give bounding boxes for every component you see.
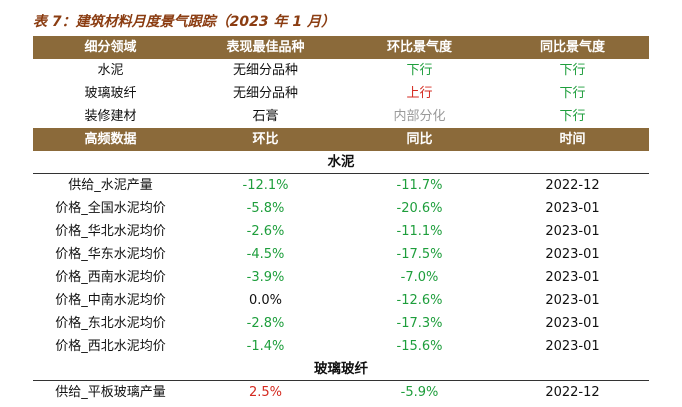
yoy-value: -11.1% bbox=[396, 224, 443, 239]
header-yoy-sentiment: 同比景气度 bbox=[496, 36, 649, 59]
mom-sentiment: 内部分化 bbox=[393, 109, 446, 124]
period-value: 2022-12 bbox=[545, 385, 600, 400]
best-variety: 无细分品种 bbox=[232, 63, 298, 78]
mom-sentiment: 下行 bbox=[406, 63, 433, 78]
category-name: 玻璃玻纤 bbox=[84, 86, 137, 101]
category-name: 水泥 bbox=[97, 63, 124, 78]
mom-value: 2.5% bbox=[248, 385, 283, 400]
indicator-name: 价格_西北水泥均价 bbox=[55, 339, 166, 354]
mom-value: -3.9% bbox=[246, 270, 285, 285]
data-row: 价格_东北水泥均价 -2.8% -17.3% 2023-01 bbox=[33, 312, 649, 335]
yoy-value: -5.9% bbox=[400, 385, 439, 400]
yoy-value: -11.7% bbox=[396, 178, 443, 193]
indicator-name: 供给_水泥产量 bbox=[68, 178, 153, 193]
header-yoy: 同比 bbox=[343, 128, 496, 151]
header-field: 细分领域 bbox=[33, 36, 188, 59]
mom-value: -5.8% bbox=[246, 201, 285, 216]
period-value: 2023-01 bbox=[545, 201, 600, 216]
indicator-name: 价格_全国水泥均价 bbox=[55, 201, 166, 216]
mom-value: -4.5% bbox=[246, 247, 285, 262]
best-variety: 无细分品种 bbox=[232, 86, 298, 101]
section-title: 水泥 bbox=[33, 151, 649, 174]
data-row: 价格_西南水泥均价 -3.9% -7.0% 2023-01 bbox=[33, 266, 649, 289]
yoy-value: -12.6% bbox=[396, 293, 443, 308]
yoy-value: -7.0% bbox=[400, 270, 439, 285]
construction-materials-table: 细分领域 表现最佳品种 环比景气度 同比景气度 水泥 无细分品种 下行 下行 玻璃玻纤无… bbox=[33, 36, 649, 404]
mom-value: -2.6% bbox=[246, 224, 285, 239]
category-row: 装修建材 石膏 内部分化 下行 bbox=[33, 105, 649, 128]
yoy-sentiment: 下行 bbox=[559, 63, 586, 78]
data-row: 价格_华东水泥均价 -4.5% -17.5% 2023-01 bbox=[33, 243, 649, 266]
indicator-name: 价格_华东水泥均价 bbox=[55, 247, 166, 262]
section-row: 水泥 bbox=[33, 151, 649, 174]
category-row: 玻璃玻纤 无细分品种 上行 下行 bbox=[33, 82, 649, 105]
indicator-name: 价格_西南水泥均价 bbox=[55, 270, 166, 285]
indicator-name: 价格_东北水泥均价 bbox=[55, 316, 166, 331]
section-title: 玻璃玻纤 bbox=[33, 358, 649, 381]
category-row: 水泥 无细分品种 下行 下行 bbox=[33, 59, 649, 82]
period-value: 2023-01 bbox=[545, 293, 600, 308]
period-value: 2023-01 bbox=[545, 224, 600, 239]
period-value: 2023-01 bbox=[545, 247, 600, 262]
table-title: 表 7：建筑材料月度景气跟踪（2023 年 1 月） bbox=[33, 14, 335, 30]
hf-data-header-row: 高频数据 环比 同比 时间 bbox=[33, 128, 649, 151]
mom-value: -12.1% bbox=[242, 178, 289, 193]
data-row: 价格_西北水泥均价 -1.4% -15.6% 2023-01 bbox=[33, 335, 649, 358]
period-value: 2023-01 bbox=[545, 339, 600, 354]
mom-value: -1.4% bbox=[246, 339, 285, 354]
data-row: 价格_全国水泥均价 -5.8% -20.6% 2023-01 bbox=[33, 197, 649, 220]
mom-value: 0.0% bbox=[248, 293, 283, 308]
category-header-row: 细分领域 表现最佳品种 环比景气度 同比景气度 bbox=[33, 36, 649, 59]
data-row: 供给_水泥产量 -12.1% -11.7% 2022-12 bbox=[33, 174, 649, 198]
best-variety: 石膏 bbox=[252, 109, 279, 124]
yoy-sentiment: 下行 bbox=[559, 86, 586, 101]
header-mom: 环比 bbox=[188, 128, 343, 151]
data-row: 价格_中南水泥均价 0.0% -12.6% 2023-01 bbox=[33, 289, 649, 312]
yoy-value: -17.5% bbox=[396, 247, 443, 262]
yoy-value: -17.3% bbox=[396, 316, 443, 331]
yoy-sentiment: 下行 bbox=[559, 109, 586, 124]
yoy-value: -20.6% bbox=[396, 201, 443, 216]
table-body: 细分领域 表现最佳品种 环比景气度 同比景气度 水泥 无细分品种 下行 下行 玻璃玻纤无… bbox=[33, 36, 649, 404]
header-time: 时间 bbox=[496, 128, 649, 151]
period-value: 2022-12 bbox=[545, 178, 600, 193]
indicator-name: 价格_中南水泥均价 bbox=[55, 293, 166, 308]
mom-value: -2.8% bbox=[246, 316, 285, 331]
header-best-variety: 表现最佳品种 bbox=[188, 36, 343, 59]
mom-sentiment: 上行 bbox=[406, 86, 433, 101]
header-mom-sentiment: 环比景气度 bbox=[343, 36, 496, 59]
period-value: 2023-01 bbox=[545, 270, 600, 285]
period-value: 2023-01 bbox=[545, 316, 600, 331]
indicator-name: 价格_华北水泥均价 bbox=[55, 224, 166, 239]
category-name: 装修建材 bbox=[84, 109, 137, 124]
indicator-name: 供给_平板玻璃产量 bbox=[55, 385, 166, 400]
yoy-value: -15.6% bbox=[396, 339, 443, 354]
header-hf-data: 高频数据 bbox=[33, 128, 188, 151]
data-row: 供给_平板玻璃产量 2.5% -5.9% 2022-12 bbox=[33, 381, 649, 405]
section-row: 玻璃玻纤 bbox=[33, 358, 649, 381]
data-row: 价格_华北水泥均价 -2.6% -11.1% 2023-01 bbox=[33, 220, 649, 243]
